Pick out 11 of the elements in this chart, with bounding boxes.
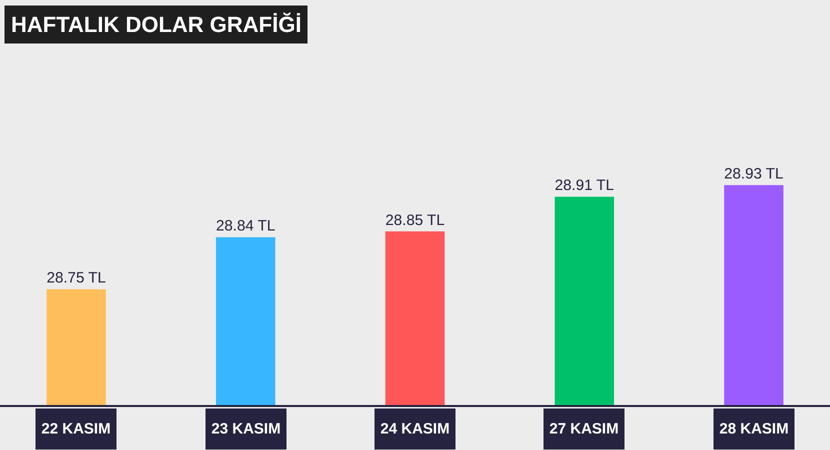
x-tick-label: 23 KASIM bbox=[211, 420, 281, 438]
x-tick-label: 27 KASIM bbox=[549, 420, 619, 438]
data-label: 28.91 TL bbox=[554, 177, 614, 194]
data-label: 28.93 TL bbox=[724, 166, 784, 183]
data-label: 28.84 TL bbox=[216, 218, 276, 235]
x-tick-label: 22 KASIM bbox=[41, 420, 111, 438]
x-tick-label: 24 KASIM bbox=[380, 420, 450, 438]
data-label: 28.75 TL bbox=[46, 270, 106, 287]
x-tick-label: 28 KASIM bbox=[719, 420, 789, 438]
text: HAFTALIK DOLAR GRAFİĞİ bbox=[11, 12, 302, 37]
data-label: 28.85 TL bbox=[385, 212, 445, 229]
